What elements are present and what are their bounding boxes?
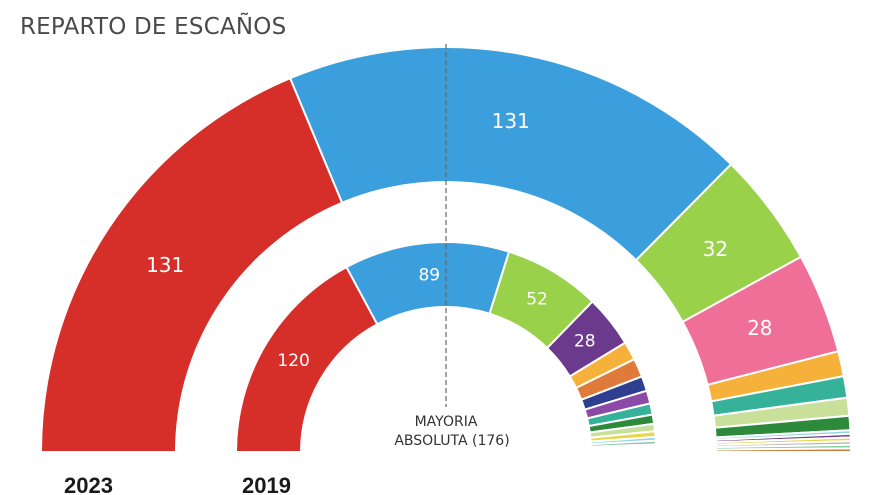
inner-segment-3-label: 28	[574, 331, 596, 351]
year-label-2023: 2023	[64, 473, 113, 495]
inner-segment-2-label: 52	[526, 290, 548, 310]
majority-label-line2: ABSOLUTA (176)	[394, 433, 509, 449]
inner-segment-17	[589, 449, 658, 453]
outer-segment-0-label: 131	[146, 253, 184, 277]
majority-label-line1: MAYORIA	[415, 414, 478, 430]
inner-segment-0-label: 120	[277, 351, 309, 371]
outer-segment-1-label: 131	[492, 109, 530, 133]
outer-segment-0	[39, 76, 344, 453]
outer-segment-2-label: 32	[703, 237, 728, 261]
outer-hemicycle-2023: 131 131 32 28	[39, 46, 853, 453]
outer-segment-1	[288, 46, 733, 262]
inner-hemicycle-2019: 120 89 52 28	[234, 241, 658, 453]
outer-segment-13	[714, 447, 853, 453]
inner-segment-1-label: 89	[418, 265, 440, 285]
outer-segment-3-label: 28	[747, 316, 772, 340]
year-label-2019: 2019	[242, 473, 291, 495]
chart-title: REPARTO DE ESCAÑOS	[20, 14, 287, 40]
